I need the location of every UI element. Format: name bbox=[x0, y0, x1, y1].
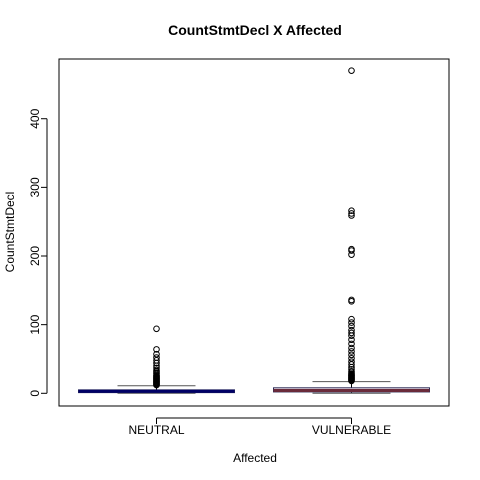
chart-title: CountStmtDecl X Affected bbox=[168, 22, 342, 38]
outlier-point bbox=[348, 336, 355, 344]
outlier-point bbox=[153, 354, 160, 361]
outlier-point bbox=[348, 351, 355, 359]
x-axis-label: Affected bbox=[233, 451, 277, 465]
y-tick-label: 400 bbox=[28, 108, 42, 128]
outlier-point bbox=[348, 296, 355, 304]
y-tick-label: 200 bbox=[28, 246, 42, 266]
y-tick-label: 300 bbox=[28, 177, 42, 197]
outlier-point bbox=[348, 319, 355, 326]
x-tick-label: NEUTRAL bbox=[128, 423, 184, 437]
x-tick-label: VULNERABLE bbox=[312, 423, 391, 437]
outlier-point bbox=[348, 322, 355, 330]
box-vulnerable bbox=[273, 67, 430, 394]
outlier-point bbox=[348, 329, 355, 337]
y-axis-label: CountStmtDecl bbox=[3, 192, 17, 273]
outlier-point bbox=[153, 366, 160, 374]
outlier-point bbox=[348, 354, 355, 362]
outlier-point bbox=[348, 348, 355, 355]
box-neutral bbox=[78, 325, 235, 394]
outlier-point bbox=[348, 344, 355, 352]
outlier-point bbox=[348, 245, 355, 253]
y-axis: 0 100 200 300 400 bbox=[28, 108, 48, 397]
outlier-point bbox=[153, 357, 160, 364]
y-tick-label: 100 bbox=[28, 314, 42, 334]
plot-frame bbox=[58, 58, 450, 407]
outlier-point bbox=[348, 340, 355, 348]
outlier-point bbox=[348, 326, 355, 334]
outlier-point bbox=[153, 350, 160, 358]
outlier-point bbox=[153, 364, 160, 372]
outlier-point bbox=[348, 207, 355, 215]
outlier-point bbox=[348, 210, 355, 217]
outlier-point bbox=[348, 315, 355, 323]
y-tick-label: 0 bbox=[28, 390, 42, 397]
outlier-point bbox=[348, 368, 355, 375]
outlier-point bbox=[153, 346, 160, 353]
outlier-point bbox=[153, 325, 160, 333]
outlier-point bbox=[348, 365, 355, 373]
outlier-point bbox=[348, 358, 355, 366]
box-series bbox=[78, 67, 430, 394]
outlier-point bbox=[348, 361, 355, 368]
outlier-point bbox=[348, 67, 355, 74]
outlier-point bbox=[348, 212, 355, 219]
x-axis: NEUTRAL VULNERABLE bbox=[128, 417, 391, 437]
